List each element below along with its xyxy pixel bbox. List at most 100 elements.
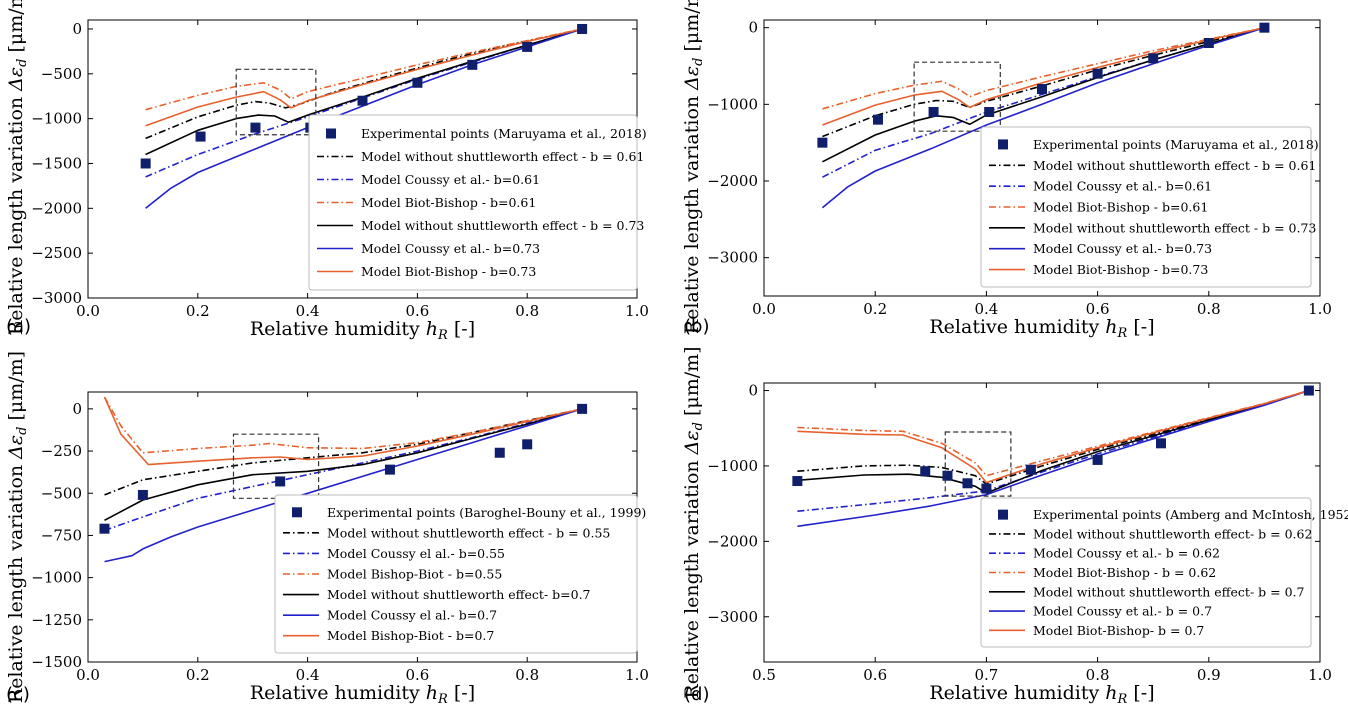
x-tick-label: 0.4 [974, 300, 998, 318]
y-tick-label: −500 [41, 484, 82, 502]
experimental-point [920, 466, 931, 477]
series-line [821, 26, 1265, 209]
experimental-point [872, 114, 883, 125]
x-tick-label: 0.8 [515, 302, 539, 320]
experimental-point [1303, 385, 1314, 396]
experimental-point [792, 476, 803, 487]
experimental-point [137, 489, 148, 500]
legend-label: Model without shuttleworth effect- b = 0… [1033, 584, 1304, 599]
x-tick-label: 0.7 [974, 666, 998, 684]
x-tick-label: 0.8 [1086, 666, 1110, 684]
plot-area [792, 385, 1314, 528]
experimental-point [1148, 53, 1159, 64]
experimental-point [522, 439, 533, 450]
series-line [103, 396, 583, 454]
y-tick-label: −3000 [707, 608, 758, 626]
y-tick-label: −750 [41, 526, 82, 544]
series-line [104, 408, 583, 522]
experimental-point [962, 478, 973, 489]
legend-label: Experimental points (Maruyama et al., 20… [1033, 137, 1319, 152]
y-tick-label: 0 [72, 20, 82, 38]
experimental-point [984, 107, 995, 117]
legend-label: Model without shuttleworth effect - b = … [1033, 220, 1316, 235]
legend-label: Model Coussy et al.- b = 0.62 [1033, 546, 1220, 561]
y-tick-label: −1000 [707, 457, 758, 475]
x-tick-label: 0.6 [405, 666, 429, 684]
y-tick-label: −3000 [31, 289, 82, 307]
y-axis-label: Relative length variation Δεd [μm/m] [681, 346, 706, 698]
legend-label: Experimental points (Amberg and McIntosh… [1033, 507, 1348, 522]
y-tick-label: −1250 [31, 611, 82, 629]
legend-label: Model Biot-Bishop - b=0.61 [1033, 200, 1208, 215]
panel-label: (c) [6, 684, 30, 705]
y-tick-label: −1000 [31, 110, 82, 128]
series-line [103, 396, 583, 466]
x-tick-label: 0.8 [515, 666, 539, 684]
zoom-box [235, 68, 317, 136]
series-line [822, 26, 1265, 178]
panel-c: 0.0 0.2 0.4 0.6 0.8 1.0 0 −250 −500 −750 −1000 −125… [5, 351, 649, 705]
experimental-point [275, 476, 286, 487]
series-line [797, 389, 1310, 494]
legend: Experimental points (Maruyama et al., 20… [980, 126, 1319, 288]
panel-b: 0.0 0.2 0.4 0.6 0.8 1.00−1000−2000−3000Relati… [681, 0, 1332, 341]
zoom-box [913, 61, 1001, 132]
experimental-point [250, 122, 261, 133]
legend: Experimental points (Amberg and McIntosh… [980, 497, 1348, 648]
legend-marker [292, 507, 302, 518]
legend-label: Model Coussy el al.- b=0.7 [327, 608, 497, 623]
legend-label: Model Biot-Bishop - b=0.73 [1033, 262, 1208, 277]
legend-box [308, 114, 638, 291]
legend-marker [326, 128, 336, 139]
x-tick-label: 1.0 [1308, 666, 1332, 684]
x-axis-label: Relative humidity hR [-] [250, 318, 475, 343]
y-tick-label: 0 [72, 400, 82, 418]
experimental-point [140, 158, 151, 169]
series-line [797, 389, 1310, 485]
legend-box [274, 494, 638, 654]
experimental-point [1025, 464, 1036, 475]
legend: Experimental points (Baroghel-Bouny et a… [274, 494, 646, 654]
series-line [822, 26, 1265, 110]
legend-box [980, 497, 1312, 648]
legend-label: Model Biot-Bishop - b=0.61 [361, 195, 536, 210]
y-tick-label: −1500 [31, 154, 82, 172]
legend-marker [998, 509, 1008, 520]
x-tick-label: 0.6 [405, 302, 429, 320]
experimental-point [1092, 454, 1103, 465]
panel-d: 0.5 0.6 0.7 0.8 0.9 1.00−1000−2000−3000Relati… [681, 346, 1348, 705]
y-tick-label: −2000 [707, 532, 758, 550]
series-line [822, 26, 1265, 126]
legend-box [980, 126, 1312, 288]
x-tick-label: 0.4 [296, 302, 320, 320]
panel-label: (d) [684, 684, 709, 705]
panel-a: 0.0 0.2 0.4 0.6 0.8 1.0 0 −500 −1000 −1500 −2000 −2… [5, 0, 649, 343]
series-line [797, 389, 1310, 528]
zoom-box [232, 433, 320, 499]
x-tick-label: 1.0 [625, 302, 649, 320]
experimental-point [1092, 68, 1103, 79]
legend-label: Model Coussy et al.- b = 0.7 [1033, 604, 1212, 619]
legend-label: Model Coussy et al.- b=0.73 [361, 241, 540, 256]
legend-label: Model Coussy et al.- b=0.61 [1033, 179, 1212, 194]
legend-label: Experimental points (Maruyama et al., 20… [361, 126, 647, 141]
experimental-point [99, 523, 110, 534]
series-line [145, 28, 583, 127]
experimental-point [577, 403, 588, 414]
x-tick-label: 0.0 [76, 302, 100, 320]
x-tick-label: 0.5 [752, 666, 776, 684]
panel-label: (b) [684, 316, 709, 337]
x-tick-label: 0.8 [1197, 300, 1221, 318]
experimental-point [384, 464, 395, 475]
x-tick-label: 0.2 [186, 302, 210, 320]
panel-label: (a) [6, 316, 31, 337]
x-tick-label: 0.0 [752, 300, 776, 318]
x-tick-label: 0.9 [1197, 666, 1221, 684]
series-line [145, 28, 583, 156]
y-tick-label: −250 [41, 442, 82, 460]
series-line [145, 28, 583, 178]
x-tick-label: 0.6 [1086, 300, 1110, 318]
legend-label: Model without shuttleworth effect - b = … [1033, 158, 1316, 173]
legend-label: Model Biot-Bishop - b=0.73 [361, 264, 536, 279]
